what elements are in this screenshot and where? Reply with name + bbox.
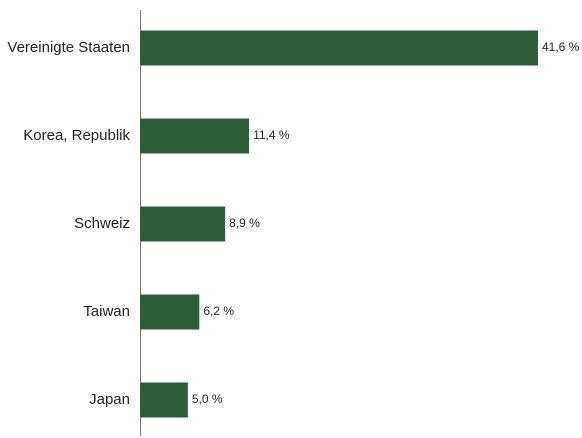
value-label-japan: 5,0 % [192,392,223,406]
bar-taiwan [140,294,200,330]
bar-vereinigte-staaten [140,30,538,66]
bar-korea-republik [140,118,250,154]
category-label-schweiz: Schweiz [74,215,130,232]
bar-schweiz [140,206,226,242]
category-label-japan: Japan [89,391,130,408]
bars-group [140,30,538,418]
value-label-taiwan: 6,2 % [203,304,234,318]
bar-japan [140,382,188,418]
category-labels-group: Vereinigte Staaten Korea, Republik Schweiz… [7,39,130,408]
value-labels-group: 41,6 % 11,4 % 8,9 % 6,2 % 5,0 % [192,40,580,406]
value-label-korea-republik: 11,4 % [253,128,290,142]
category-label-vereinigte-staaten: Vereinigte Staaten [7,39,130,56]
category-label-korea-republik: Korea, Republik [23,127,130,144]
value-label-vereinigte-staaten: 41,6 % [542,40,580,54]
category-label-taiwan: Taiwan [83,303,130,320]
value-label-schweiz: 8,9 % [229,216,260,230]
